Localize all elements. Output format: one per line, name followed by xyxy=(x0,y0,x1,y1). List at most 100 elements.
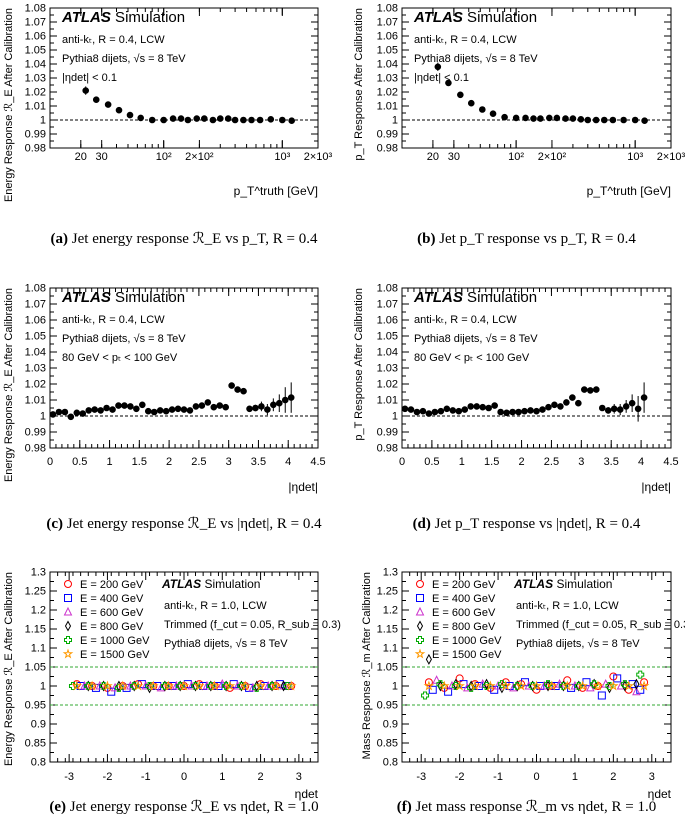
data-point xyxy=(631,116,639,124)
x-axis-title: ηdet xyxy=(648,787,672,801)
data-point xyxy=(258,403,265,410)
info-line: |ηdet| < 0.1 xyxy=(62,72,117,84)
info-line: 80 GeV < pₜ < 100 GeV xyxy=(414,352,530,364)
atlas-simulation: Simulation xyxy=(463,289,537,306)
data-point xyxy=(91,406,98,413)
data-point xyxy=(575,399,582,407)
info-line: Trimmed (f_cut = 0.05, R_sub = 0.3) xyxy=(164,619,341,631)
y-tick-label: 0.9 xyxy=(383,719,398,731)
data-point xyxy=(186,407,194,414)
y-tick-label: 1.03 xyxy=(25,363,46,375)
data-point xyxy=(546,680,558,691)
data-point xyxy=(270,401,277,409)
data-point xyxy=(577,680,588,691)
atlas-simulation: Simulation xyxy=(111,289,185,306)
y-tick-label: 1.02 xyxy=(25,87,46,99)
data-point xyxy=(467,99,475,107)
atlas-bold: ATLAS xyxy=(413,9,463,26)
legend-entry: E = 1000 GeV xyxy=(432,635,502,647)
atlas-label: ATLAS Simulation xyxy=(413,9,537,26)
data-point xyxy=(479,403,487,411)
y-tick-label: 1 xyxy=(40,115,46,127)
data-point xyxy=(240,116,247,124)
atlas-label: ATLAS Simulation xyxy=(413,289,537,306)
y-tick-label: 1.05 xyxy=(25,331,46,343)
x-tick-label: 10² xyxy=(508,151,524,163)
x-tick-label: 1 xyxy=(572,771,578,783)
data-point xyxy=(485,680,496,691)
info-line: anti-kₜ, R = 0.4, LCW xyxy=(414,314,517,326)
caption: (b) Jet p_T response vs p_T, R = 0.4 xyxy=(417,231,636,247)
x-tick-label: -3 xyxy=(64,771,74,783)
data-point xyxy=(168,406,176,413)
data-point xyxy=(561,680,573,691)
data-point xyxy=(641,117,648,124)
data-point xyxy=(401,405,409,413)
atlas-bold: ATLAS xyxy=(513,577,553,591)
y-tick-label: 1.3 xyxy=(383,567,398,579)
y-tick-label: 1.06 xyxy=(377,31,398,43)
legend-marker xyxy=(64,580,72,588)
data-point xyxy=(616,406,624,413)
atlas-simulation: Simulation xyxy=(553,577,612,591)
atlas-bold: ATLAS xyxy=(61,289,111,306)
data-point xyxy=(216,115,224,122)
x-tick-label: 1 xyxy=(459,456,465,468)
legend-marker xyxy=(414,648,426,659)
data-point xyxy=(288,117,295,124)
data-point xyxy=(180,406,188,413)
data-point xyxy=(592,386,600,393)
data-point xyxy=(49,411,57,418)
data-point xyxy=(117,680,129,691)
data-point xyxy=(174,405,182,413)
data-point xyxy=(474,682,483,690)
caption-text: Jet energy response ℛ_E vs p_T, R = 0.4 xyxy=(68,231,318,247)
data-point xyxy=(121,402,128,409)
data-point xyxy=(287,394,295,401)
data-point xyxy=(563,676,572,685)
data-point xyxy=(457,91,464,99)
y-tick-label: 1.01 xyxy=(377,395,398,407)
panel-f: 0.8 0.85 0.9 0.95 1 1.05 1.1 1.15 1.2 1.25 1.3 -3 -2… xyxy=(361,567,685,816)
legend-entry: E = 800 GeV xyxy=(432,621,496,633)
legend-marker xyxy=(415,606,425,616)
legend-marker xyxy=(62,648,74,659)
data-point xyxy=(193,115,201,122)
caption-text: Jet energy response ℛ_E vs ηdet, R = 1.0 xyxy=(66,799,319,815)
y-axis-title: Energy Response ℛ_E After Calibration xyxy=(3,572,15,766)
data-point xyxy=(551,401,558,409)
data-point xyxy=(148,116,156,124)
y-tick-label: 0.98 xyxy=(377,443,398,455)
data-point xyxy=(224,115,232,122)
y-tick-label: 1.02 xyxy=(377,87,398,99)
y-tick-label: 1.05 xyxy=(377,331,398,343)
y-tick-label: 0.95 xyxy=(25,700,46,712)
y-tick-label: 1.05 xyxy=(25,45,46,57)
atlas-bold: ATLAS xyxy=(161,577,201,591)
data-point xyxy=(509,408,516,416)
y-tick-label: 1.1 xyxy=(31,643,46,655)
data-point xyxy=(598,404,606,412)
x-tick-label: 30 xyxy=(448,151,460,163)
data-point xyxy=(491,402,498,409)
x-tick-label: 4 xyxy=(285,456,291,468)
data-point xyxy=(209,116,217,124)
info-line: Pythia8 dijets, √s = 8 TeV xyxy=(414,333,538,345)
data-point xyxy=(545,403,552,411)
y-tick-label: 0.95 xyxy=(377,700,398,712)
data-point xyxy=(577,116,585,123)
info-line: Trimmed (f_cut = 0.05, R_sub = 0.3) xyxy=(516,619,685,631)
legend-entry: E = 200 GeV xyxy=(80,579,144,591)
y-tick-label: 1.06 xyxy=(25,315,46,327)
data-point xyxy=(500,680,512,691)
data-point xyxy=(444,687,453,696)
atlas-bold: ATLAS xyxy=(413,289,463,306)
data-point xyxy=(79,410,87,417)
x-tick-label: 4.5 xyxy=(663,456,678,468)
data-point xyxy=(424,678,433,687)
y-axis-title: p_T Response After Calibration xyxy=(353,288,365,441)
data-point xyxy=(553,114,561,122)
data-point xyxy=(127,403,134,410)
y-tick-label: 0.98 xyxy=(25,443,46,455)
atlas-label: ATLAS Simulation xyxy=(61,9,185,26)
